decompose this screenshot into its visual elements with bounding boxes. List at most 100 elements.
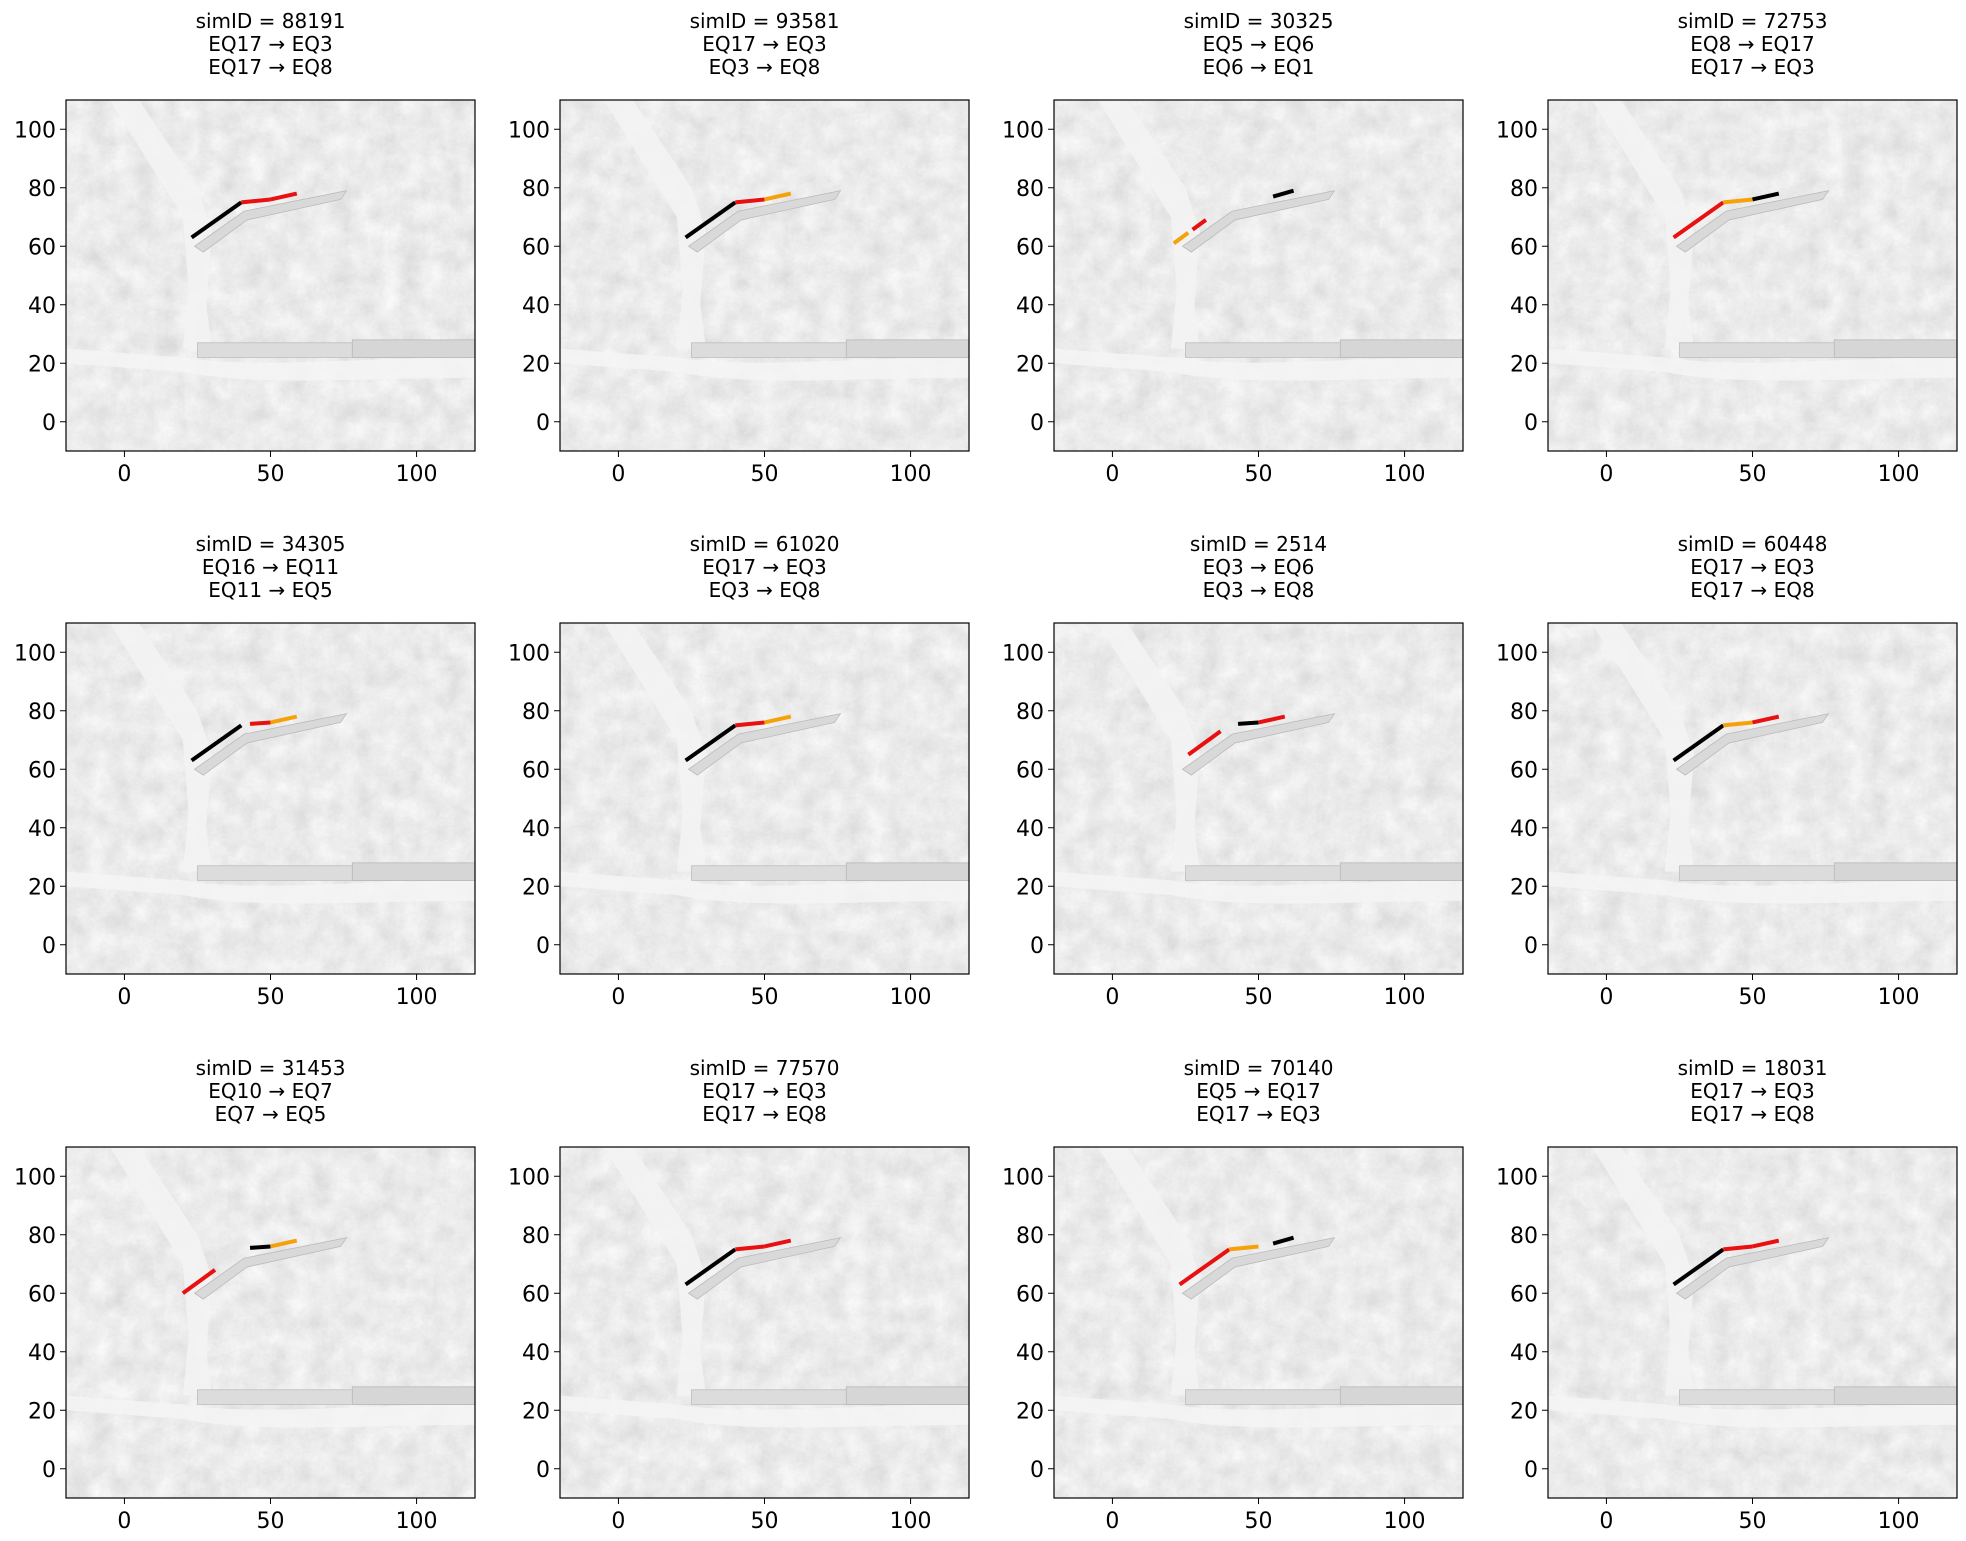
fault-zone <box>193 190 348 253</box>
subplot-title-line: EQ17 → EQ8 <box>702 1102 826 1126</box>
rupture-segments <box>684 714 792 763</box>
subplot-title-line: simID = 88191 <box>196 9 346 33</box>
y-tick-label: 0 <box>42 1458 56 1483</box>
terrain-grain <box>66 623 475 974</box>
y-tick-label: 60 <box>1510 235 1538 260</box>
y-tick-label: 100 <box>1002 1165 1044 1190</box>
subplot-title-line: EQ5 → EQ6 <box>1203 32 1315 56</box>
fault-zone <box>1675 190 1830 253</box>
y-tick-label: 80 <box>522 700 550 725</box>
subplot-title-line: EQ3 → EQ8 <box>709 578 821 602</box>
y-tick-label: 40 <box>1016 817 1044 842</box>
x-tick-label: 50 <box>1245 1509 1273 1534</box>
urban-block <box>1339 862 1463 881</box>
river-channel <box>109 100 213 349</box>
y-tick-label: 0 <box>536 934 550 959</box>
x-tick-label: 0 <box>1599 462 1613 487</box>
subplot-title-line: EQ3 → EQ8 <box>709 55 821 79</box>
x-tick-label: 50 <box>1245 985 1273 1010</box>
plot-area <box>66 623 475 974</box>
y-tick-label: 100 <box>1002 641 1044 666</box>
x-tick-label: 50 <box>1739 462 1767 487</box>
rupture-segment <box>1237 720 1259 726</box>
fault-zone <box>1675 1237 1830 1300</box>
rupture-segment <box>1672 200 1725 240</box>
y-tick-label: 100 <box>14 1165 56 1190</box>
rupture-segment <box>1172 231 1190 245</box>
valley-floor <box>1548 348 1957 381</box>
y-tick-label: 60 <box>1510 758 1538 783</box>
y-tick-label: 100 <box>14 118 56 143</box>
urban-block <box>351 862 475 881</box>
valley-floor <box>1548 1395 1957 1428</box>
rupture-segment <box>270 1238 298 1249</box>
y-tick-label: 20 <box>28 875 56 900</box>
rupture-segments <box>684 191 792 240</box>
subplot-title-line: simID = 18031 <box>1678 1056 1828 1080</box>
river-channel <box>1591 1147 1695 1396</box>
subplot-title-line: EQ17 → EQ8 <box>1690 1102 1814 1126</box>
terrain-grain <box>560 1147 969 1498</box>
rupture-segment <box>684 723 737 763</box>
y-tick-label: 60 <box>522 235 550 260</box>
y-tick-label: 20 <box>1016 875 1044 900</box>
y-tick-label: 80 <box>522 1224 550 1249</box>
rupture-segments <box>1672 191 1780 240</box>
rupture-segment <box>764 1238 792 1249</box>
plot-area <box>1054 623 1463 974</box>
x-tick-label: 0 <box>1599 985 1613 1010</box>
subplot-title-line: EQ17 → EQ3 <box>1196 1102 1320 1126</box>
x-tick-label: 100 <box>890 985 932 1010</box>
y-tick-label: 100 <box>1496 641 1538 666</box>
y-tick-label: 80 <box>28 177 56 202</box>
y-tick-label: 0 <box>1524 1458 1538 1483</box>
river-channel <box>109 1147 213 1396</box>
x-tick-label: 50 <box>1739 1509 1767 1534</box>
subplot-title-line: simID = 2514 <box>1190 532 1327 556</box>
terrain-grain <box>1054 1147 1463 1498</box>
y-tick-label: 0 <box>1524 411 1538 436</box>
subplot-title-line: EQ5 → EQ17 <box>1196 1079 1320 1103</box>
rupture-segment <box>190 723 243 763</box>
fault-zone <box>1675 713 1830 776</box>
urban-block <box>845 339 969 358</box>
y-tick-label: 60 <box>1016 758 1044 783</box>
x-tick-label: 50 <box>257 462 285 487</box>
x-tick-label: 0 <box>1599 1509 1613 1534</box>
rupture-segments <box>181 1238 298 1295</box>
y-tick-label: 0 <box>1030 934 1044 959</box>
x-tick-label: 0 <box>1105 1509 1119 1534</box>
rupture-segment <box>1752 191 1780 202</box>
rupture-segment <box>1752 1238 1780 1249</box>
y-tick-label: 40 <box>1510 294 1538 319</box>
valley-floor <box>1548 871 1957 904</box>
subplot-title-line: simID = 70140 <box>1184 1056 1334 1080</box>
y-tick-label: 60 <box>28 235 56 260</box>
subplot-title-line: simID = 61020 <box>690 532 840 556</box>
subplot-title-line: EQ10 → EQ7 <box>208 1079 332 1103</box>
plot-area <box>560 1147 969 1498</box>
y-tick-label: 60 <box>1016 235 1044 260</box>
rupture-segments <box>1172 188 1295 245</box>
river-channel <box>603 1147 707 1396</box>
y-tick-label: 80 <box>1510 177 1538 202</box>
y-tick-label: 20 <box>1510 352 1538 377</box>
fault-zone <box>193 713 348 776</box>
urban-block <box>351 339 475 358</box>
rupture-segment <box>241 197 271 205</box>
y-tick-label: 80 <box>1510 700 1538 725</box>
urban-block <box>1833 339 1957 358</box>
fault-zone <box>193 1237 348 1300</box>
subplot-title-line: simID = 72753 <box>1678 9 1828 33</box>
urban-block <box>1833 1386 1957 1405</box>
y-tick-label: 100 <box>1496 118 1538 143</box>
rupture-segment <box>181 1268 217 1295</box>
subplot-title-line: EQ17 → EQ3 <box>1690 55 1814 79</box>
x-tick-label: 100 <box>396 1509 438 1534</box>
valley-floor <box>66 1395 475 1428</box>
subplot-title-line: EQ17 → EQ8 <box>208 55 332 79</box>
